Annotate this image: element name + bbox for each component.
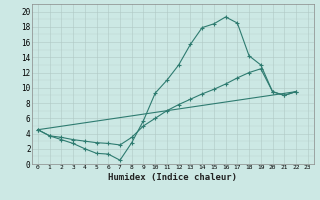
X-axis label: Humidex (Indice chaleur): Humidex (Indice chaleur) bbox=[108, 173, 237, 182]
